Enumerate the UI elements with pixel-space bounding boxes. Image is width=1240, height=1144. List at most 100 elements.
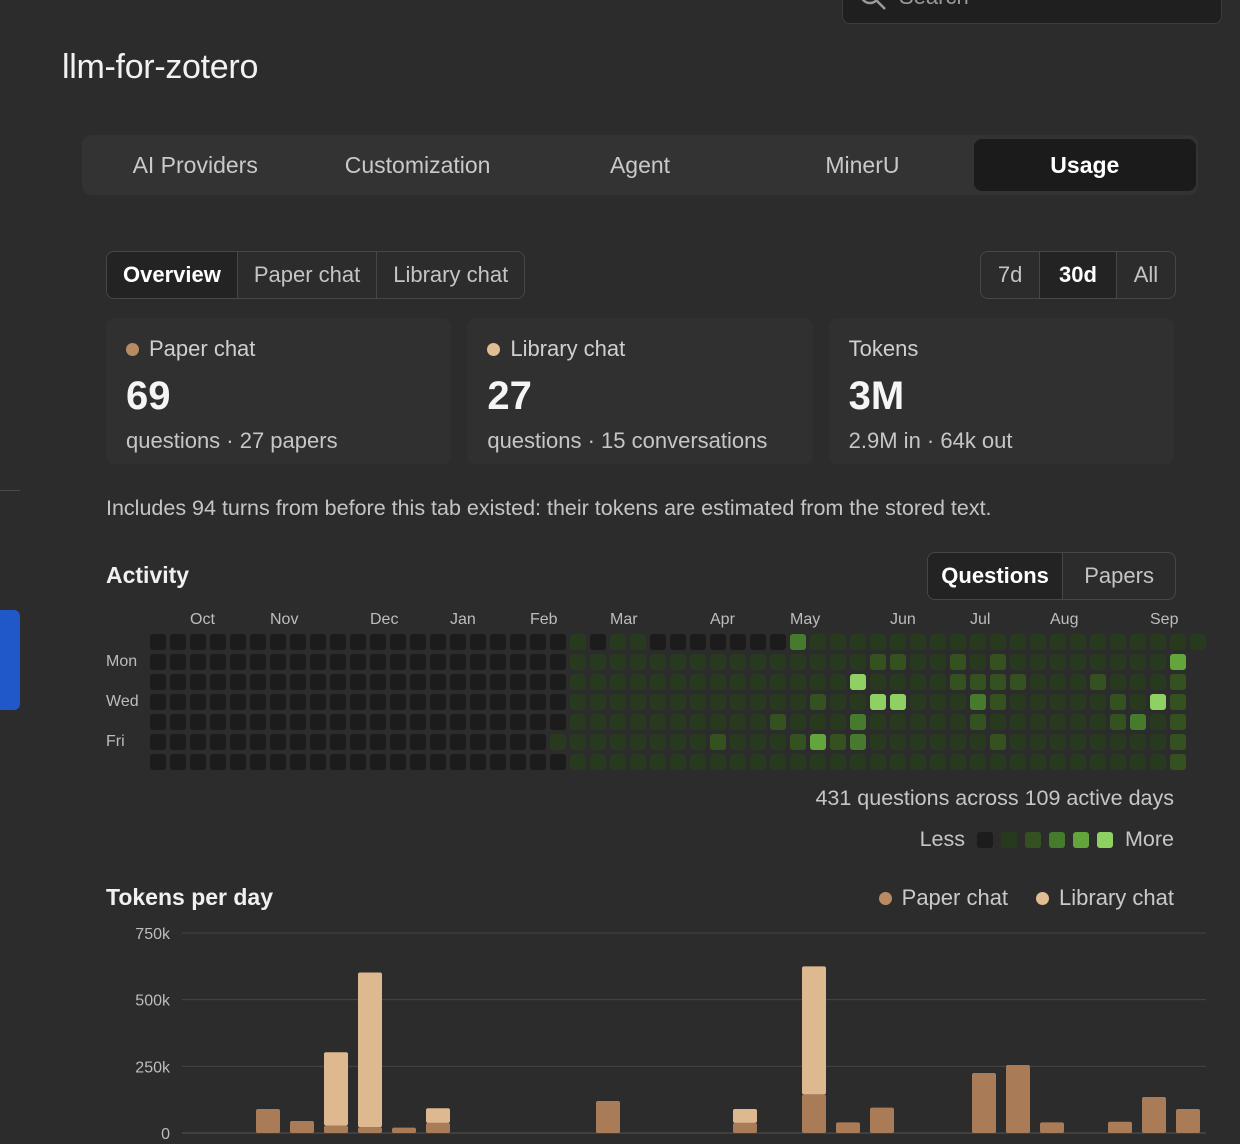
heatmap-cell[interactable] xyxy=(170,654,186,670)
heatmap-cell[interactable] xyxy=(590,674,606,690)
heatmap-cell[interactable] xyxy=(830,734,846,750)
heatmap-cell[interactable] xyxy=(750,694,766,710)
heatmap-cell[interactable] xyxy=(230,674,246,690)
heatmap-cell[interactable] xyxy=(790,714,806,730)
heatmap-cell[interactable] xyxy=(230,634,246,650)
heatmap-cell[interactable] xyxy=(430,714,446,730)
heatmap-cell[interactable] xyxy=(490,674,506,690)
heatmap-cell[interactable] xyxy=(630,654,646,670)
heatmap-cell[interactable] xyxy=(230,694,246,710)
heatmap-cell[interactable] xyxy=(590,754,606,770)
heatmap-cell[interactable] xyxy=(610,714,626,730)
heatmap-cell[interactable] xyxy=(750,654,766,670)
heatmap-cell[interactable] xyxy=(810,734,826,750)
heatmap-cell[interactable] xyxy=(670,674,686,690)
heatmap-cell[interactable] xyxy=(150,634,166,650)
heatmap-cell[interactable] xyxy=(550,754,566,770)
heatmap-cell[interactable] xyxy=(290,754,306,770)
heatmap-cell[interactable] xyxy=(650,634,666,650)
heatmap-cell[interactable] xyxy=(450,734,466,750)
heatmap-cell[interactable] xyxy=(1070,734,1086,750)
heatmap-cell[interactable] xyxy=(430,634,446,650)
heatmap-cell[interactable] xyxy=(490,734,506,750)
heatmap-cell[interactable] xyxy=(310,734,326,750)
heatmap-cell[interactable] xyxy=(310,634,326,650)
heatmap-cell[interactable] xyxy=(590,734,606,750)
heatmap-cell[interactable] xyxy=(630,634,646,650)
heatmap-cell[interactable] xyxy=(1090,654,1106,670)
heatmap-cell[interactable] xyxy=(150,694,166,710)
bar-paper-chat[interactable] xyxy=(324,1125,348,1133)
heatmap-cell[interactable] xyxy=(1030,654,1046,670)
heatmap-cell[interactable] xyxy=(1050,694,1066,710)
heatmap-cell[interactable] xyxy=(970,734,986,750)
heatmap-cell[interactable] xyxy=(590,714,606,730)
heatmap-cell[interactable] xyxy=(1050,634,1066,650)
heatmap-cell[interactable] xyxy=(870,754,886,770)
heatmap-cell[interactable] xyxy=(470,734,486,750)
heatmap-cell[interactable] xyxy=(750,634,766,650)
heatmap-cell[interactable] xyxy=(1010,634,1026,650)
heatmap-cell[interactable] xyxy=(390,654,406,670)
heatmap-cell[interactable] xyxy=(930,654,946,670)
heatmap-cell[interactable] xyxy=(1050,714,1066,730)
heatmap-cell[interactable] xyxy=(530,674,546,690)
heatmap-cell[interactable] xyxy=(610,654,626,670)
heatmap-cell[interactable] xyxy=(430,694,446,710)
heatmap-cell[interactable] xyxy=(850,714,866,730)
bar-library-chat[interactable] xyxy=(733,1109,757,1123)
tab-ai-providers[interactable]: AI Providers xyxy=(132,151,258,178)
heatmap-cell[interactable] xyxy=(1070,694,1086,710)
heatmap-cell[interactable] xyxy=(1130,654,1146,670)
heatmap-cell[interactable] xyxy=(830,694,846,710)
heatmap-cell[interactable] xyxy=(270,714,286,730)
heatmap-cell[interactable] xyxy=(590,654,606,670)
heatmap-cell[interactable] xyxy=(310,754,326,770)
bar-library-chat[interactable] xyxy=(426,1108,450,1123)
heatmap-cell[interactable] xyxy=(350,714,366,730)
heatmap-cell[interactable] xyxy=(210,694,226,710)
heatmap-cell[interactable] xyxy=(250,634,266,650)
heatmap-cell[interactable] xyxy=(370,714,386,730)
heatmap-cell[interactable] xyxy=(930,754,946,770)
heatmap-cell[interactable] xyxy=(410,754,426,770)
heatmap-cell[interactable] xyxy=(970,634,986,650)
heatmap-cell[interactable] xyxy=(190,754,206,770)
heatmap-cell[interactable] xyxy=(590,694,606,710)
heatmap-cell[interactable] xyxy=(1170,714,1186,730)
heatmap-cell[interactable] xyxy=(310,654,326,670)
heatmap-cell[interactable] xyxy=(570,694,586,710)
heatmap-cell[interactable] xyxy=(1050,674,1066,690)
view-tab-paper-chat[interactable]: Paper chat xyxy=(236,252,376,298)
heatmap-cell[interactable] xyxy=(710,634,726,650)
heatmap-cell[interactable] xyxy=(790,694,806,710)
heatmap-cell[interactable] xyxy=(1010,714,1026,730)
heatmap-cell[interactable] xyxy=(730,694,746,710)
heatmap-cell[interactable] xyxy=(490,654,506,670)
heatmap-cell[interactable] xyxy=(1010,694,1026,710)
heatmap-cell[interactable] xyxy=(350,694,366,710)
tab-usage[interactable]: Usage xyxy=(973,139,1197,191)
heatmap-cell[interactable] xyxy=(510,674,526,690)
heatmap-cell[interactable] xyxy=(730,734,746,750)
heatmap-cell[interactable] xyxy=(550,694,566,710)
heatmap-cell[interactable] xyxy=(370,694,386,710)
heatmap-cell[interactable] xyxy=(450,654,466,670)
heatmap-cell[interactable] xyxy=(270,754,286,770)
heatmap-cell[interactable] xyxy=(450,754,466,770)
heatmap-cell[interactable] xyxy=(170,674,186,690)
heatmap-cell[interactable] xyxy=(190,694,206,710)
heatmap-cell[interactable] xyxy=(230,754,246,770)
heatmap-cell[interactable] xyxy=(690,634,706,650)
heatmap-cell[interactable] xyxy=(910,654,926,670)
heatmap-cell[interactable] xyxy=(510,694,526,710)
heatmap-cell[interactable] xyxy=(1110,754,1126,770)
bar-paper-chat[interactable] xyxy=(1176,1109,1200,1133)
heatmap-cell[interactable] xyxy=(570,674,586,690)
bar-paper-chat[interactable] xyxy=(1006,1065,1030,1133)
heatmap-cell[interactable] xyxy=(1070,654,1086,670)
heatmap-cell[interactable] xyxy=(1030,754,1046,770)
heatmap-cell[interactable] xyxy=(470,694,486,710)
heatmap-cell[interactable] xyxy=(970,694,986,710)
heatmap-cell[interactable] xyxy=(430,674,446,690)
